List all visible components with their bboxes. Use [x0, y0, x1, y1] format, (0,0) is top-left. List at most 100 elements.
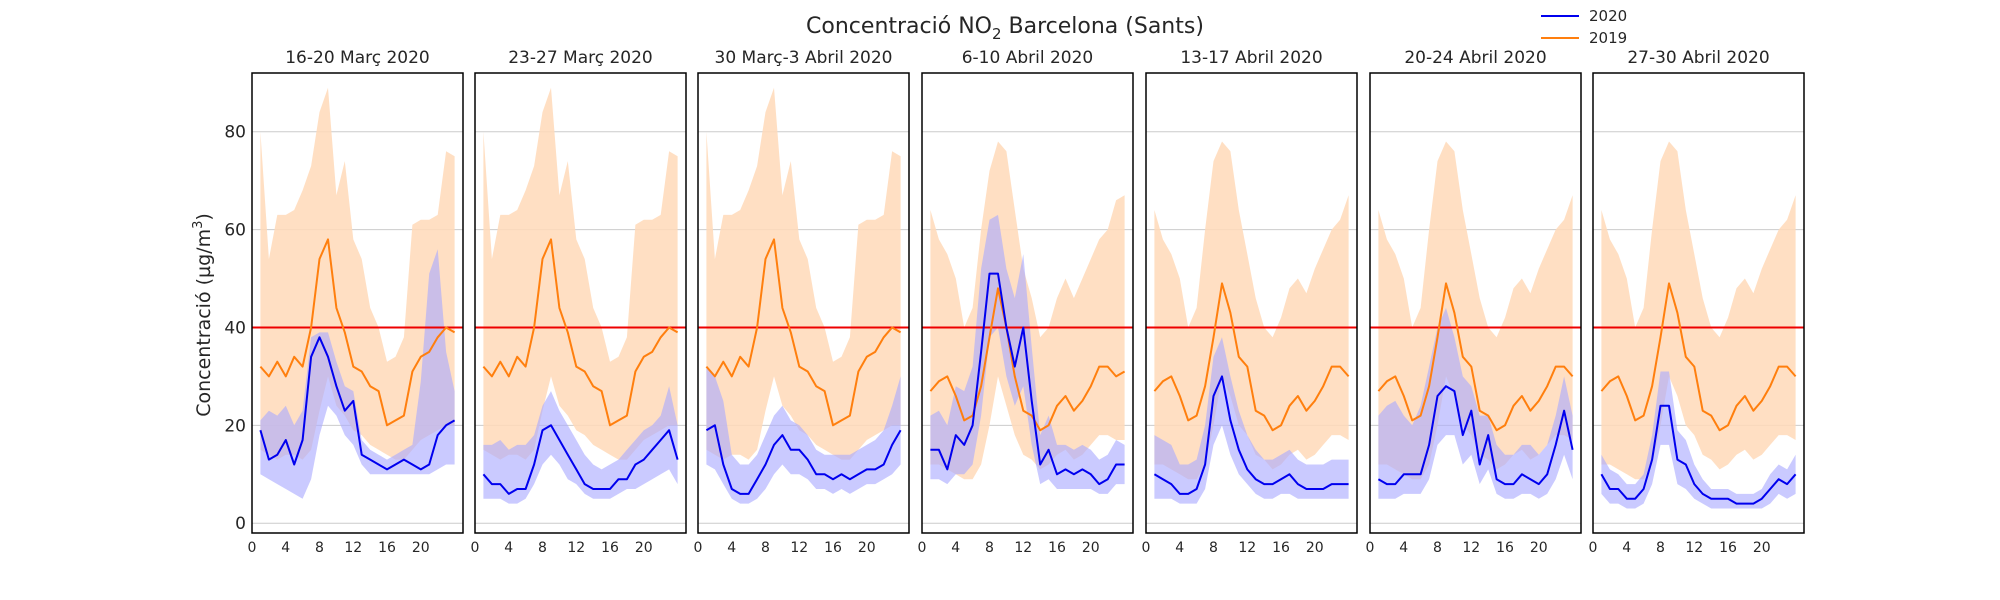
- band-2020: [930, 214, 1125, 494]
- x-tick-label: 4: [951, 540, 960, 556]
- x-tick-label: 16: [1272, 540, 1290, 556]
- x-tick-label: 0: [471, 540, 480, 556]
- y-axis-label: Concentració (µg/m3): [191, 213, 215, 417]
- y-tick-label: 60: [224, 221, 246, 241]
- panel-4: 6-10 Abril 2020 0 4 8 12 16 20: [918, 48, 1134, 556]
- panel-3: 30 Març-3 Abril 2020 0 4 8 12 16 20: [694, 48, 910, 556]
- x-tick-label: 16: [378, 540, 396, 556]
- band-2019: [1601, 141, 1796, 480]
- panel-frame: [697, 72, 910, 534]
- band-2020: [1154, 337, 1349, 504]
- x-tick-label: 12: [567, 540, 585, 556]
- x-tick-label: 0: [1142, 540, 1151, 556]
- x-tick-label: 20: [1082, 540, 1100, 556]
- y-axis-label-main: Concentració (µg/m: [193, 229, 215, 417]
- x-tick-label: 12: [1685, 540, 1703, 556]
- band-2020: [706, 366, 901, 504]
- panel-2: 23-27 Març 2020 0 4 8 12 16 20: [471, 48, 687, 556]
- panel-frame: [251, 72, 464, 534]
- x-tick-label: 20: [412, 540, 430, 556]
- series-line-2020: [1153, 375, 1349, 495]
- x-tick-label: 4: [504, 540, 513, 556]
- panel-frame: [474, 72, 687, 534]
- x-tick-label: 8: [315, 540, 324, 556]
- series-line-2019: [929, 287, 1126, 432]
- y-axis-label-end: ): [193, 213, 215, 220]
- band-2020: [260, 249, 455, 499]
- x-tick-label: 8: [985, 540, 994, 556]
- x-tick-label: 12: [344, 540, 362, 556]
- x-tick-label: 8: [1433, 540, 1442, 556]
- series-line-2019: [705, 238, 902, 427]
- legend-label-2019: 2019: [1589, 29, 1627, 47]
- x-tick-label: 8: [1209, 540, 1218, 556]
- figure-title-main: Concentració NO: [806, 14, 992, 39]
- x-tick-label: 12: [1462, 540, 1480, 556]
- figure-title-subscript: 2: [992, 25, 1002, 43]
- x-tick-label: 0: [1589, 540, 1598, 556]
- panel-title: 13-17 Abril 2020: [1180, 48, 1322, 68]
- x-tick-label: 16: [1496, 540, 1514, 556]
- x-tick-label: 20: [1753, 540, 1771, 556]
- y-tick-label: 40: [224, 318, 246, 338]
- band-2019: [706, 87, 901, 460]
- figure-title: Concentració NO2 Barcelona (Sants): [806, 14, 1204, 43]
- panel-title: 20-24 Abril 2020: [1404, 48, 1546, 68]
- x-tick-label: 20: [858, 540, 876, 556]
- panel-title: 6-10 Abril 2020: [962, 48, 1094, 68]
- panel-6: 20-24 Abril 2020 0 4 8 12 16 20: [1366, 48, 1582, 556]
- x-tick-label: 0: [694, 540, 703, 556]
- series-line-2020: [482, 424, 679, 495]
- panel-5: 13-17 Abril 2020 0 4 8 12 16 20: [1142, 48, 1358, 556]
- x-tick-label: 12: [790, 540, 808, 556]
- panel-title: 23-27 Març 2020: [508, 48, 653, 68]
- x-tick-label: 16: [601, 540, 619, 556]
- legend: 2020 2019: [1541, 7, 1627, 47]
- x-tick-label: 20: [1530, 540, 1548, 556]
- series-line-2019: [259, 238, 456, 427]
- figure-title-rest: Barcelona (Sants): [1002, 14, 1204, 39]
- x-tick-label: 0: [1366, 540, 1375, 556]
- series-line-2020: [930, 272, 1125, 486]
- x-tick-label: 8: [538, 540, 547, 556]
- x-tick-label: 8: [761, 540, 770, 556]
- panel-frame: [921, 72, 1134, 534]
- x-tick-label: 4: [1399, 540, 1408, 556]
- x-tick-label: 4: [1622, 540, 1631, 556]
- series-line-2019: [1600, 282, 1797, 432]
- x-tick-label: 0: [918, 540, 927, 556]
- series-line-2020: [1600, 404, 1797, 505]
- x-tick-label: 20: [1306, 540, 1324, 556]
- x-tick-label: 20: [635, 540, 653, 556]
- series-line-2020: [259, 336, 456, 471]
- x-tick-label: 16: [824, 540, 842, 556]
- x-tick-label: 4: [1175, 540, 1184, 556]
- series-line-2020: [1377, 385, 1574, 486]
- x-tick-label: 12: [1014, 540, 1032, 556]
- panel-1: 16-20 Març 2020 0 4 8 12 16 20 0 20 40 60 80: [224, 48, 464, 556]
- x-tick-label: 4: [727, 540, 736, 556]
- band-2019: [1154, 141, 1349, 480]
- series-line-2019: [482, 238, 679, 427]
- panel-frame: [1145, 72, 1358, 534]
- panel-title: 27-30 Abril 2020: [1627, 48, 1769, 68]
- series-line-2019: [1153, 282, 1350, 432]
- x-tick-label: 8: [1656, 540, 1665, 556]
- y-axis-label-superscript: 3: [191, 221, 206, 229]
- series-line-2019: [1377, 282, 1574, 432]
- x-tick-label: 16: [1048, 540, 1066, 556]
- legend-label-2020: 2020: [1589, 7, 1627, 25]
- y-tick-label: 20: [224, 416, 246, 436]
- panel-title: 30 Març-3 Abril 2020: [715, 48, 893, 68]
- series-line-2020: [705, 424, 902, 495]
- panel-frame: [1592, 72, 1805, 534]
- band-2020: [1601, 371, 1796, 509]
- x-tick-label: 0: [248, 540, 257, 556]
- x-tick-label: 4: [281, 540, 290, 556]
- band-2019: [483, 87, 678, 460]
- x-tick-label: 12: [1238, 540, 1256, 556]
- y-tick-label: 80: [224, 123, 246, 143]
- panel-frame: [1369, 72, 1582, 534]
